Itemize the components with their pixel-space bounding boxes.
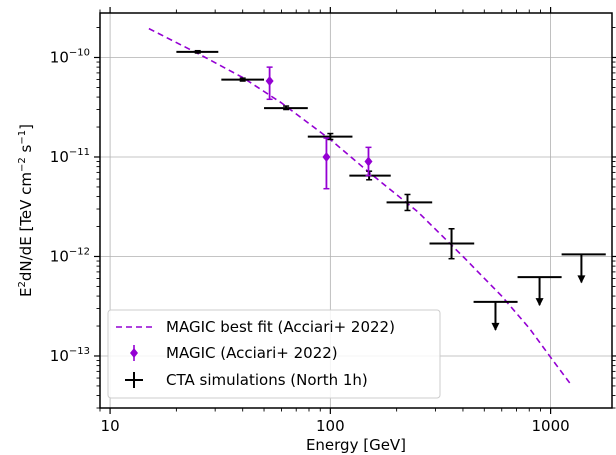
x-tick-label: 100 [316,417,345,435]
legend: MAGIC best fit (Acciari+ 2022) MAGIC (Ac… [107,309,441,399]
magic-diamond-marker [364,156,373,167]
magic-point [265,66,274,101]
cta-point [221,77,265,82]
y-tick-label: 10−13 [50,346,90,365]
legend-magic-marker-icon [130,345,138,361]
legend-box [107,309,441,399]
fit-line [148,27,573,387]
cta-point [307,132,353,141]
cta-upper-limit [517,276,562,307]
cta-point [429,227,475,260]
magic-point [322,137,331,190]
magic-point [364,146,373,177]
y-axis-label-part: dN/dE [TeV cm [17,172,35,281]
y-tick-label: 10−11 [50,147,90,166]
cta-upper-limit [473,300,518,331]
y-axis-label-part: ] [17,124,35,130]
legend-label-cta: CTA simulations (North 1h) [166,371,368,389]
cta-point [264,105,308,111]
x-tick-label: 10 [101,417,120,435]
y-axis-label-part: E [17,288,35,297]
legend-label-magic: MAGIC (Acciari+ 2022) [166,344,338,362]
legend-cta-marker-icon [125,372,143,388]
y-axis-label-part: s [17,144,35,157]
y-axis-label-superscript: 2 [17,281,28,287]
magic-diamond-marker [322,151,331,162]
cta-limit-arrowhead [535,298,544,307]
cta-limit-arrowhead [577,275,586,284]
magic-diamond-marker [265,76,274,87]
y-axis-label: E2dN/dE [TeV cm−2 s−1] [17,124,35,297]
legend-label-fit: MAGIC best fit (Acciari+ 2022) [166,318,395,336]
y-axis-label-superscript: −2 [17,157,28,172]
y-tick-label: 10−10 [50,47,90,66]
axis-ticks: 10 100 1000 10−13 10−12 10−11 10−10 [50,7,616,435]
x-axis-label: Energy [GeV] [306,436,406,454]
plot-frame [99,12,613,409]
cta-upper-limit [561,253,606,284]
cta-point [386,193,433,212]
x-tick-label: 1000 [532,417,570,435]
chart-series [148,27,606,387]
y-tick-label: 10−12 [50,246,90,265]
y-axis-label-superscript: −1 [17,130,28,145]
cta-limit-arrowhead [491,322,500,331]
cta-point [176,49,219,54]
